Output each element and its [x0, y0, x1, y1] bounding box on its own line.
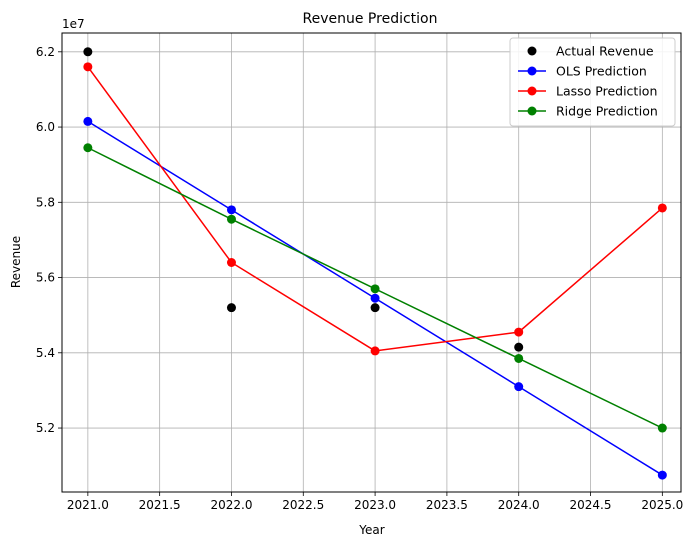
data-point — [83, 116, 93, 126]
legend-label: Lasso Prediction — [556, 84, 657, 99]
data-point — [370, 293, 380, 303]
data-point — [657, 470, 667, 480]
legend-marker — [527, 46, 537, 56]
data-point — [514, 382, 524, 392]
x-tick-label: 2024.0 — [498, 498, 540, 512]
data-point — [83, 47, 93, 57]
x-axis: 2021.0 2021.5 2022.0 2022.5 2023.0 2023.5 2024… — [67, 492, 683, 512]
data-point — [514, 353, 524, 363]
y-tick-label: 5.6 — [36, 271, 55, 285]
y-axis-label: Revenue — [9, 236, 23, 288]
data-point — [657, 423, 667, 433]
series-0 — [83, 47, 524, 352]
chart-title: Revenue Prediction — [303, 11, 438, 27]
data-point — [226, 303, 236, 313]
legend-label: Actual Revenue — [556, 44, 654, 59]
legend: Actual Revenue OLS Prediction Lasso Predic… — [509, 37, 676, 127]
legend-marker — [527, 86, 537, 96]
y-tick-label: 6.0 — [36, 120, 55, 134]
legend-marker — [527, 106, 537, 116]
legend-label: OLS Prediction — [556, 64, 647, 79]
data-point — [657, 203, 667, 213]
x-tick-label: 2025.0 — [641, 498, 683, 512]
data-point — [370, 284, 380, 294]
legend-label: Ridge Prediction — [556, 104, 658, 119]
data-point — [370, 346, 380, 356]
data-point — [226, 258, 236, 267]
x-tick-label: 2021.5 — [139, 498, 181, 512]
legend-marker — [527, 66, 537, 76]
x-tick-label: 2022.5 — [282, 498, 324, 512]
x-tick-label: 2022.0 — [210, 498, 252, 512]
y-tick-label: 5.4 — [36, 346, 55, 360]
x-tick-label: 2023.0 — [354, 498, 396, 512]
legend-item: Lasso Prediction — [518, 84, 657, 99]
data-point — [83, 62, 93, 72]
data-point — [226, 205, 236, 215]
data-point — [83, 143, 93, 153]
data-point — [514, 327, 524, 337]
y-tick-label: 6.2 — [36, 45, 55, 59]
data-point — [370, 303, 380, 313]
x-axis-label: Year — [358, 523, 384, 537]
y-tick-label: 5.8 — [36, 195, 55, 209]
y-axis: 5.2 5.4 5.6 5.8 6.0 6.2 — [36, 45, 62, 435]
series-1 — [83, 116, 667, 480]
legend-item: Actual Revenue — [527, 44, 654, 59]
data-point — [514, 342, 524, 352]
x-tick-label: 2024.5 — [570, 498, 612, 512]
y-tick-label: 5.2 — [36, 421, 55, 435]
axes-frame — [61, 32, 682, 493]
legend-item: OLS Prediction — [518, 64, 647, 79]
legend-box — [509, 37, 676, 127]
x-tick-label: 2021.0 — [67, 498, 109, 512]
series-2 — [83, 62, 667, 356]
x-tick-label: 2023.5 — [426, 498, 468, 512]
data-point — [226, 214, 236, 224]
legend-item: Ridge Prediction — [518, 104, 658, 119]
plot-area — [83, 47, 667, 480]
y-offset-label: 1e7 — [62, 17, 85, 31]
series-3 — [83, 143, 667, 433]
